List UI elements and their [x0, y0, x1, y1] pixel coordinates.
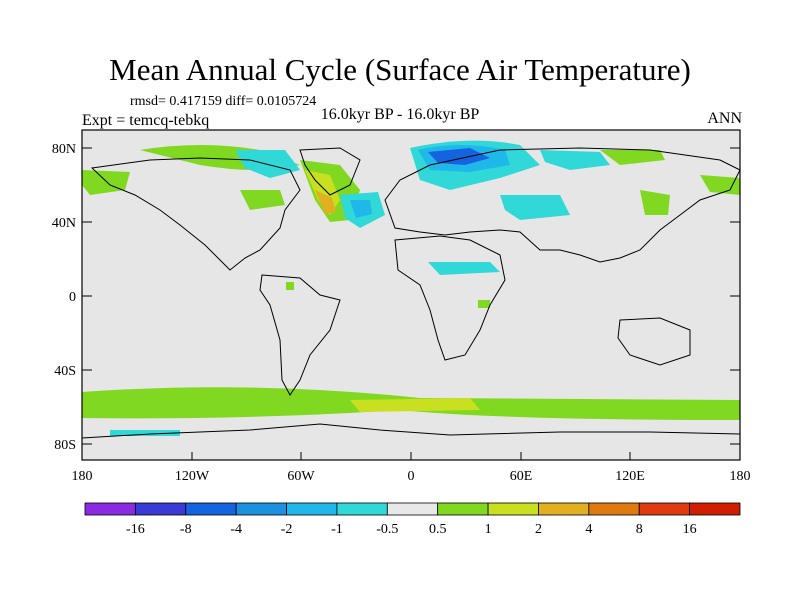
- lon-label: 60E: [510, 469, 533, 484]
- colorbar-label: -0.5: [376, 522, 398, 537]
- lon-labels: 180 120W 60W 0 60E 120E 180: [72, 469, 751, 484]
- anomaly-patches: [82, 140, 740, 436]
- lon-label: 180: [72, 469, 93, 484]
- anomaly-patch: [110, 430, 180, 436]
- colorbar-labels: -16 -8 -4 -2 -1 -0.5 0.5 1 2 4 8 16: [126, 522, 697, 537]
- anomaly-patch: [428, 148, 490, 165]
- colorbar-label: 2: [535, 522, 542, 537]
- anomaly-patch: [315, 190, 336, 214]
- colorbar-swatch: [286, 502, 338, 516]
- colorbar-swatch: [538, 502, 590, 516]
- lat-labels: 80N 40N 0 40S 80S: [52, 142, 76, 453]
- colorbar-swatch: [386, 502, 439, 516]
- greenland-outline: [299, 147, 361, 196]
- lon-label: 180: [730, 469, 751, 484]
- anomaly-patch: [540, 150, 610, 170]
- colorbar-label: -1: [331, 522, 343, 537]
- anomaly-patch: [428, 262, 500, 275]
- colorbar-swatch: [336, 502, 388, 516]
- colorbar-label: 8: [636, 522, 643, 537]
- anomaly-patch: [350, 200, 372, 218]
- colorbar-label: -4: [230, 522, 242, 537]
- lon-label: 0: [408, 469, 415, 484]
- anomaly-patch: [640, 190, 670, 215]
- north-america-outline: [90, 157, 301, 271]
- colorbar-label: -8: [180, 522, 192, 537]
- colorbar-swatch: [588, 502, 640, 516]
- africa-outline: [394, 235, 506, 361]
- lat-label: 80S: [54, 438, 76, 453]
- eurasia-outline: [384, 147, 741, 263]
- colorbar-label: -16: [126, 522, 145, 537]
- antarctica-outline: [81, 423, 741, 439]
- colorbar: [84, 502, 741, 516]
- ticks: [81, 147, 741, 460]
- colorbar-swatch: [185, 502, 237, 516]
- lon-label: 120W: [175, 469, 210, 484]
- lat-label: 80N: [52, 142, 76, 157]
- australia-outline: [617, 317, 691, 366]
- anomaly-patch: [478, 300, 490, 308]
- lat-label: 40N: [52, 216, 76, 231]
- stats-text: rmsd= 0.417159 diff= 0.0105724: [130, 94, 317, 109]
- south-america-outline: [259, 274, 341, 396]
- colorbar-label: -2: [281, 522, 293, 537]
- period-label: 16.0kyr BP - 16.0kyr BP: [320, 106, 480, 123]
- anomaly-patch: [240, 190, 285, 210]
- colorbar-swatch: [235, 502, 287, 516]
- lon-label: 60W: [287, 469, 315, 484]
- continent-outlines: [81, 147, 741, 439]
- colorbar-label: 1: [485, 522, 492, 537]
- anomaly-patch: [600, 150, 665, 165]
- colorbar-swatch: [638, 502, 691, 516]
- anomaly-patch: [350, 398, 480, 412]
- colorbar-label: 16: [683, 522, 697, 537]
- colorbar-swatch: [487, 502, 539, 516]
- lon-label: 120E: [615, 469, 645, 484]
- colorbar-swatch: [84, 502, 136, 516]
- colorbar-label: 0.5: [429, 522, 447, 537]
- colorbar-swatch: [689, 502, 741, 516]
- anomaly-patch: [286, 282, 294, 290]
- colorbar-swatch: [134, 502, 187, 516]
- anomaly-patch: [500, 195, 570, 220]
- map-title: Mean Annual Cycle (Surface Air Temperatu…: [109, 52, 691, 87]
- anomaly-patch: [82, 170, 130, 195]
- lat-label: 0: [69, 290, 76, 305]
- lat-label: 40S: [54, 364, 76, 379]
- colorbar-label: 4: [585, 522, 592, 537]
- season-label: ANN: [707, 110, 742, 127]
- experiment-label: Expt = temcq-tebkq: [82, 112, 210, 129]
- colorbar-swatch: [437, 502, 489, 516]
